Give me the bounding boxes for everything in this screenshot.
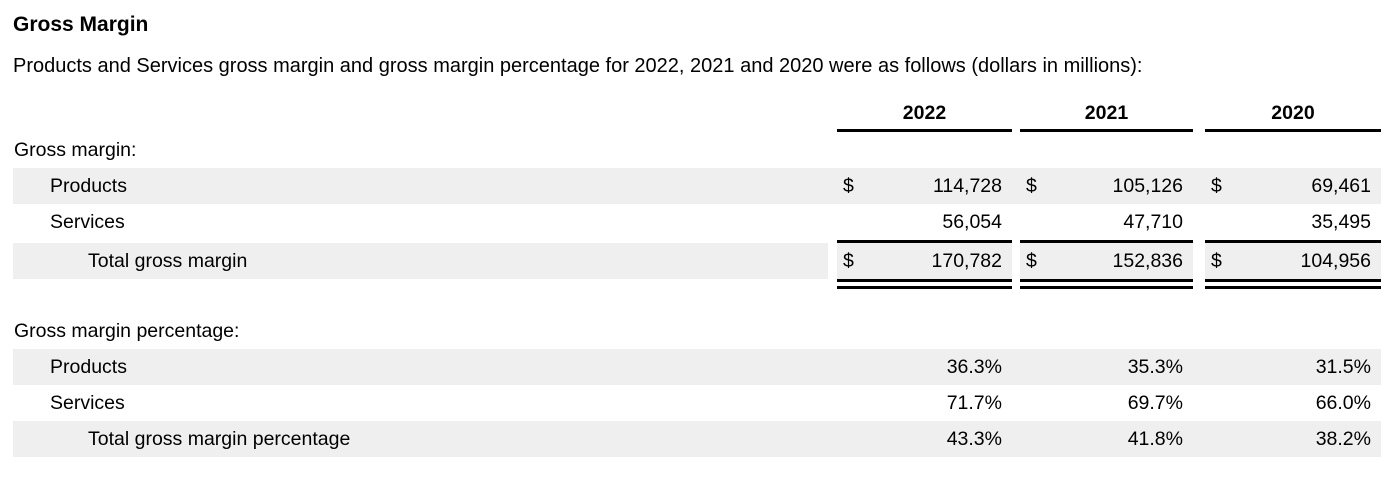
cell-products-pct-2020: 31.5% <box>1205 349 1381 385</box>
cell-value: 36.3% <box>946 355 1002 378</box>
cell-value: 38.2% <box>1315 427 1371 450</box>
currency-symbol: $ <box>843 249 854 272</box>
data-row-products-percentage: Products 36.3% 35.3% 31.5% <box>13 349 1381 385</box>
header-label-cell <box>13 95 828 132</box>
currency-symbol: $ <box>1211 174 1222 197</box>
cell-value: 69,461 <box>1311 174 1371 197</box>
intro-text: Products and Services gross margin and g… <box>13 55 1143 77</box>
cell-products-2020: $ 69,461 <box>1205 168 1381 204</box>
cell-value: 152,836 <box>1112 249 1184 272</box>
cell-value: 47,710 <box>1123 210 1183 233</box>
cell-total-pct-2020: 38.2% <box>1205 421 1381 457</box>
column-gap <box>1193 95 1205 132</box>
cell-total-pct-2021: 41.8% <box>1020 421 1193 457</box>
data-row-total-gross-margin: Total gross margin $ 170,782 $ 152,836 $… <box>13 243 1381 289</box>
cell-value: 56,054 <box>942 210 1002 233</box>
section-gap <box>13 289 1381 313</box>
cell-total-2021: $ 152,836 <box>1020 243 1193 289</box>
cell-services-2022: 56,054 <box>837 204 1012 243</box>
section-heading: Gross margin: <box>14 138 137 161</box>
currency-symbol: $ <box>1211 249 1222 272</box>
row-label: Products <box>13 349 828 385</box>
cell-services-pct-2022: 71.7% <box>837 385 1012 421</box>
cell-value: 43.3% <box>946 427 1002 450</box>
cell-value: 105,126 <box>1112 174 1184 197</box>
row-label: Products <box>13 168 828 204</box>
column-gap <box>1012 95 1020 132</box>
cell-value: 170,782 <box>931 249 1003 272</box>
column-header-2022: 2022 <box>837 95 1012 132</box>
data-row-services-percentage: Services 71.7% 69.7% 66.0% <box>13 385 1381 421</box>
section-heading-row-gross-margin-percentage: Gross margin percentage: <box>13 313 1381 349</box>
cell-total-pct-2022: 43.3% <box>837 421 1012 457</box>
cell-value: 69.7% <box>1127 391 1183 414</box>
cell-products-2021: $ 105,126 <box>1020 168 1193 204</box>
page-title: Gross Margin <box>13 13 149 36</box>
cell-value: 35,495 <box>1311 210 1371 233</box>
currency-symbol: $ <box>843 174 854 197</box>
currency-symbol: $ <box>1026 249 1037 272</box>
row-label: Services <box>50 210 125 233</box>
cell-value: 35.3% <box>1127 355 1183 378</box>
row-label: Total gross margin <box>13 243 828 289</box>
row-label: Services <box>50 391 125 414</box>
section-heading: Gross margin percentage: <box>14 319 240 342</box>
cell-services-pct-2021: 69.7% <box>1020 385 1193 421</box>
cell-value: 31.5% <box>1315 355 1371 378</box>
cell-value: 66.0% <box>1315 391 1371 414</box>
cell-value: 114,728 <box>932 174 1002 197</box>
document-page: Gross Margin Products and Services gross… <box>13 13 1381 457</box>
data-row-products-margin: Products $ 114,728 $ 105,126 $ 69,461 <box>13 168 1381 204</box>
section-heading-row-gross-margin: Gross margin: <box>13 132 1381 168</box>
cell-total-2020: $ 104,956 <box>1205 243 1381 289</box>
table-header-row: 2022 2021 2020 <box>13 95 1381 132</box>
cell-value: 41.8% <box>1127 427 1183 450</box>
cell-products-pct-2021: 35.3% <box>1020 349 1193 385</box>
cell-products-pct-2022: 36.3% <box>837 349 1012 385</box>
cell-services-2021: 47,710 <box>1020 204 1193 243</box>
cell-value: 104,956 <box>1300 249 1372 272</box>
currency-symbol: $ <box>1026 174 1037 197</box>
gross-margin-table: 2022 2021 2020 Gross margin: Products $ … <box>13 95 1381 457</box>
column-gap <box>828 95 837 132</box>
cell-products-2022: $ 114,728 <box>837 168 1012 204</box>
row-label: Total gross margin percentage <box>13 421 828 457</box>
data-row-services-margin: Services 56,054 47,710 35,495 <box>13 204 1381 243</box>
cell-total-2022: $ 170,782 <box>837 243 1012 289</box>
cell-services-pct-2020: 66.0% <box>1205 385 1381 421</box>
column-header-2020: 2020 <box>1205 95 1381 132</box>
data-row-total-gross-margin-percentage: Total gross margin percentage 43.3% 41.8… <box>13 421 1381 457</box>
cell-value: 71.7% <box>946 391 1002 414</box>
column-header-2021: 2021 <box>1020 95 1193 132</box>
cell-services-2020: 35,495 <box>1205 204 1381 243</box>
